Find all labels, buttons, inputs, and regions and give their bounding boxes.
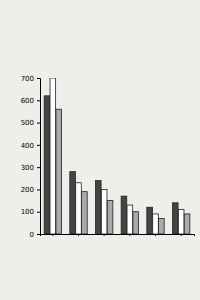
bar bbox=[121, 196, 127, 234]
bar bbox=[107, 201, 113, 234]
x-tick-mark bbox=[52, 234, 53, 236]
y-tick-label: 200 bbox=[21, 186, 34, 194]
x-tick bbox=[104, 234, 105, 236]
y-tick-mark bbox=[37, 100, 40, 101]
bar bbox=[44, 96, 50, 234]
bar bbox=[153, 214, 159, 234]
x-tick-mark bbox=[104, 234, 105, 236]
y-tick: 500 bbox=[21, 119, 40, 127]
bar bbox=[56, 109, 62, 234]
bar bbox=[127, 205, 133, 234]
y-tick-label: 400 bbox=[21, 142, 34, 150]
chart-svg: 0 100 200 300 400 500 600 700 bbox=[0, 0, 200, 300]
x-tick-mark bbox=[129, 234, 130, 236]
bar bbox=[147, 207, 153, 234]
y-tick: 300 bbox=[21, 164, 40, 172]
bar bbox=[50, 78, 56, 234]
bar bbox=[178, 209, 184, 234]
x-tick bbox=[52, 234, 53, 236]
y-tick: 400 bbox=[21, 142, 40, 150]
y-tick-mark bbox=[37, 123, 40, 124]
bar bbox=[95, 181, 101, 234]
x-tick bbox=[155, 234, 156, 236]
y-tick-label: 700 bbox=[21, 75, 34, 83]
y-tick-mark bbox=[37, 234, 40, 235]
bar bbox=[76, 183, 82, 234]
y-tick-label: 0 bbox=[30, 231, 34, 239]
y-tick-label: 300 bbox=[21, 164, 34, 172]
plot: 0 100 200 300 400 500 600 700 bbox=[21, 75, 195, 239]
y-tick-mark bbox=[37, 167, 40, 168]
bar bbox=[184, 214, 190, 234]
y-tick: 200 bbox=[21, 186, 40, 194]
y-tick-mark bbox=[37, 145, 40, 146]
bar bbox=[82, 192, 88, 234]
x-tick bbox=[129, 234, 130, 236]
bar-series bbox=[50, 78, 184, 234]
x-tick bbox=[181, 234, 182, 236]
bar-series bbox=[44, 96, 178, 234]
y-tick: 600 bbox=[21, 97, 40, 105]
bar bbox=[159, 218, 165, 234]
x-tick-mark bbox=[181, 234, 182, 236]
y-tick: 700 bbox=[21, 75, 40, 83]
bar bbox=[101, 189, 107, 234]
bars bbox=[44, 78, 190, 234]
bar bbox=[70, 172, 76, 234]
bar bbox=[133, 212, 139, 234]
y-axis-line bbox=[37, 79, 41, 235]
x-axis-line bbox=[41, 235, 195, 237]
y-tick-mark bbox=[37, 78, 40, 79]
y-tick-label: 100 bbox=[21, 208, 34, 216]
bar bbox=[172, 203, 178, 234]
y-tick: 100 bbox=[21, 208, 40, 216]
x-tick-mark bbox=[155, 234, 156, 236]
y-tick-label: 600 bbox=[21, 97, 34, 105]
chart-container: 0 100 200 300 400 500 600 700 bbox=[0, 0, 200, 300]
x-tick-mark bbox=[78, 234, 79, 236]
y-tick-mark bbox=[37, 189, 40, 190]
y-tick-label: 500 bbox=[21, 119, 34, 127]
bar-series bbox=[56, 109, 190, 234]
y-axis: 0 100 200 300 400 500 600 700 bbox=[21, 75, 41, 239]
x-axis bbox=[41, 234, 195, 236]
x-tick bbox=[78, 234, 79, 236]
y-tick: 0 bbox=[30, 231, 40, 239]
y-tick-mark bbox=[37, 212, 40, 213]
